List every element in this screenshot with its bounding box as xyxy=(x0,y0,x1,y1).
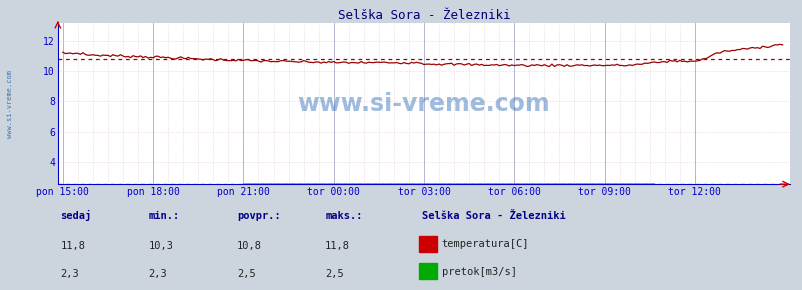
Text: sedaj: sedaj xyxy=(60,210,91,221)
Title: Selška Sora - Železniki: Selška Sora - Železniki xyxy=(338,9,509,22)
Text: temperatura[C]: temperatura[C] xyxy=(441,239,529,249)
Text: 10,8: 10,8 xyxy=(237,241,261,251)
Text: 2,5: 2,5 xyxy=(237,269,255,279)
Text: 10,3: 10,3 xyxy=(148,241,173,251)
Text: povpr.:: povpr.: xyxy=(237,211,280,221)
Text: 2,3: 2,3 xyxy=(60,269,79,279)
Text: min.:: min.: xyxy=(148,211,180,221)
Text: Selška Sora - Železniki: Selška Sora - Železniki xyxy=(421,211,565,221)
Text: www.si-vreme.com: www.si-vreme.com xyxy=(298,92,549,116)
Text: 11,8: 11,8 xyxy=(60,241,85,251)
Text: maks.:: maks.: xyxy=(325,211,363,221)
Text: 11,8: 11,8 xyxy=(325,241,350,251)
Text: pretok[m3/s]: pretok[m3/s] xyxy=(441,267,516,277)
Text: www.si-vreme.com: www.si-vreme.com xyxy=(6,70,13,138)
Text: 2,3: 2,3 xyxy=(148,269,167,279)
Text: 2,5: 2,5 xyxy=(325,269,343,279)
